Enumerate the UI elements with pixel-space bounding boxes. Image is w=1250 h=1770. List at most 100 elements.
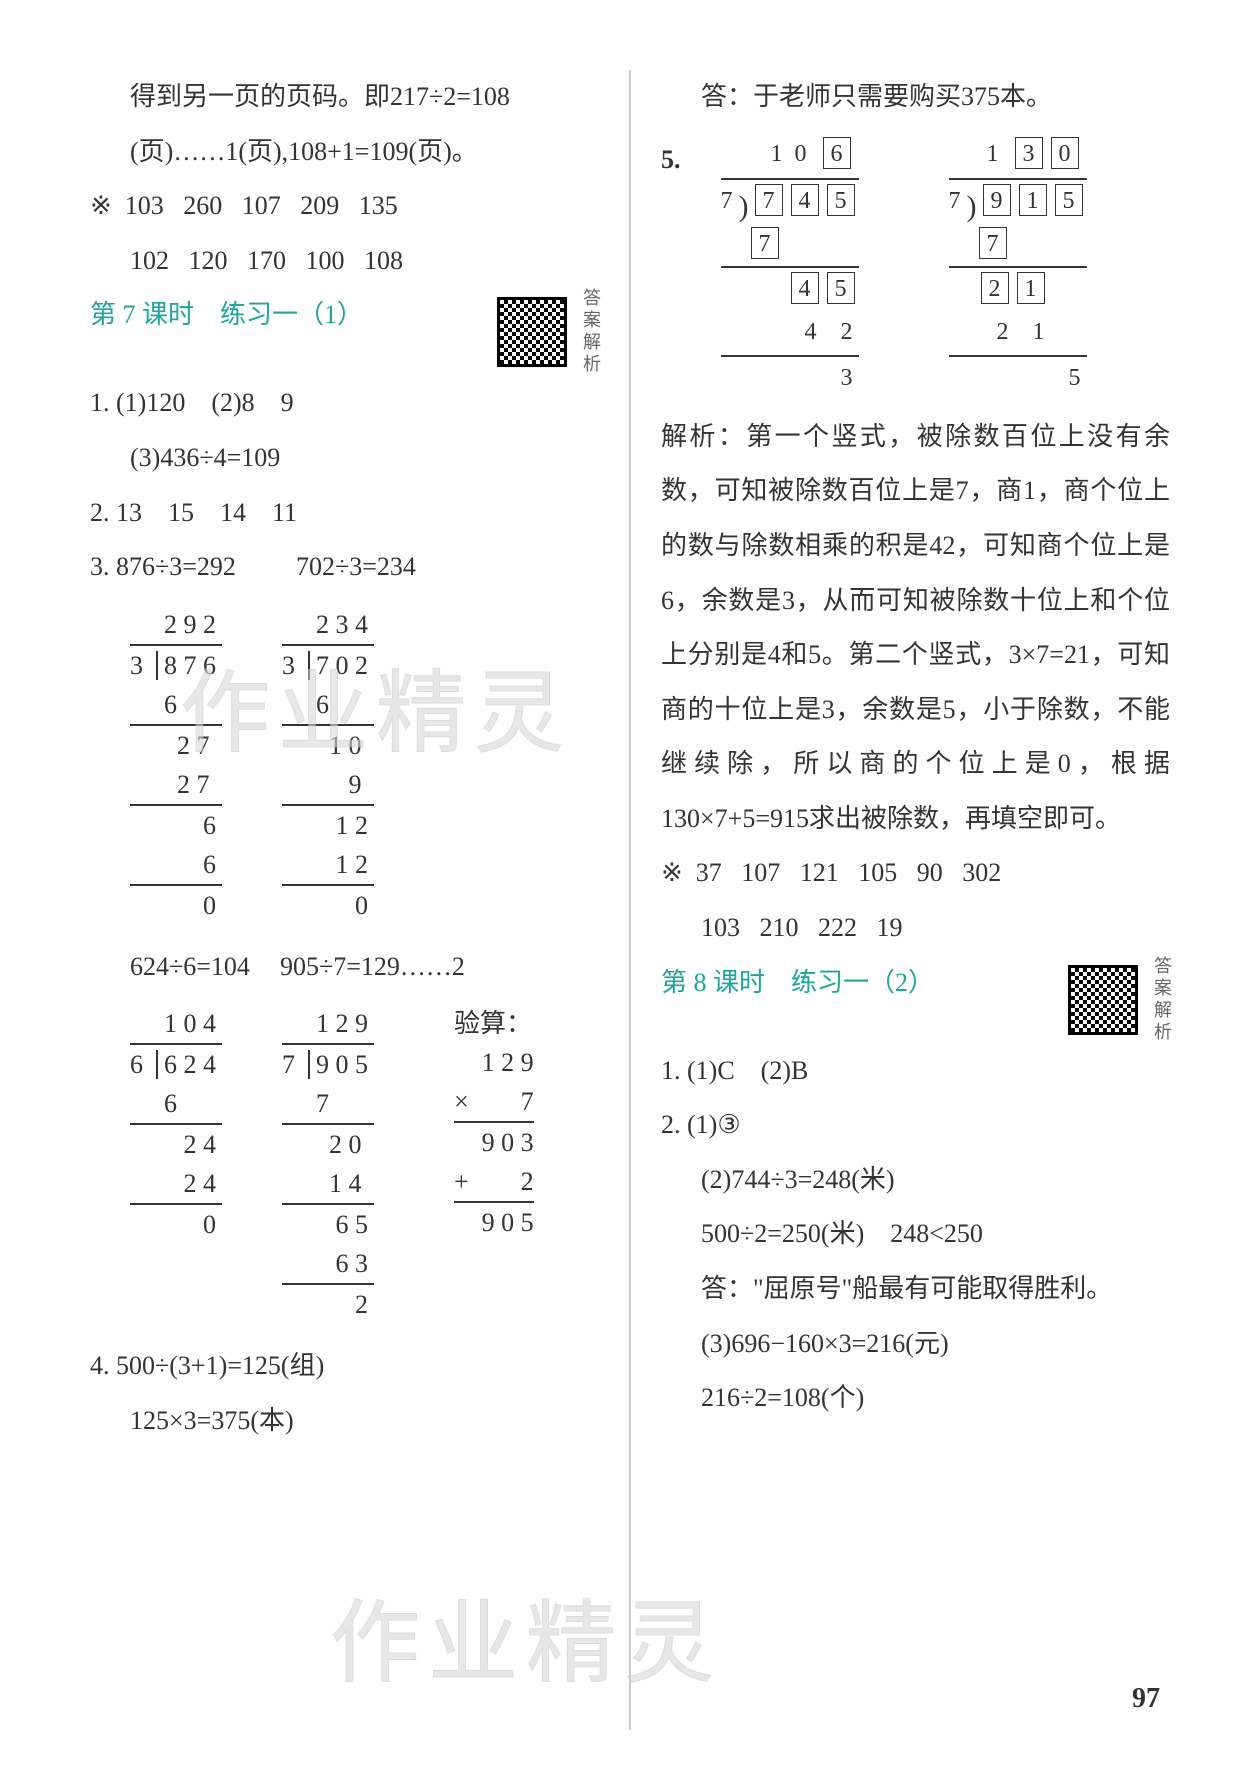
step: 0 (282, 886, 374, 925)
boxed-digit: 5 (827, 184, 855, 216)
div-row: 7 0 2 (282, 646, 374, 685)
analysis: 解析：第一个竖式，被除数百位上没有余数，可知被除数百位上是7，商1，商个位上的数… (661, 410, 1170, 847)
star-list-1: ※ 103 260 107 209 135 (90, 179, 599, 234)
r-q2c: 500÷2=250(米) 248<250 (661, 1207, 1170, 1262)
boxed-digit: 3 (1015, 137, 1043, 169)
longdiv-4: 1 2 9 9 0 5 7 2 0 1 4 6 5 6 3 2 (282, 1004, 374, 1324)
boxed-digit: 4 (791, 272, 819, 304)
r-q2f: 216÷2=108(个) (661, 1371, 1170, 1426)
q4b: 125×3=375(本) (90, 1394, 599, 1449)
step: 2 4 (130, 1125, 222, 1164)
verify-r2: 9 0 5 (454, 1203, 534, 1242)
quotient: 1 0 4 (130, 1004, 222, 1045)
star-list-3: ※ 37 107 121 105 90 302 (661, 846, 1170, 901)
star-list-4: 103 210 222 19 (661, 901, 1170, 956)
dividend: 9 0 5 (308, 1050, 374, 1079)
step: 3 (721, 357, 859, 400)
q2: 2. 13 15 14 11 (90, 486, 599, 541)
left-column: 得到另一页的页码。即217÷2=108 (页)……1(页),108+1=109(… (90, 70, 631, 1730)
r-q2e: (3)696−160×3=216(元) (661, 1317, 1170, 1372)
page-number: 97 (1132, 1683, 1160, 1715)
qr-code-icon (497, 297, 567, 367)
boxed-digit: 7 (979, 227, 1007, 259)
q3c: 624÷6=104 (130, 940, 250, 995)
boxed-digit: 4 (791, 184, 819, 216)
longdiv-5: 1 0 6 7 ) 745 7 45 4 2 3 (721, 133, 859, 400)
analysis-text: 第一个竖式，被除数百位上没有余数，可知被除数百位上是7，商1，商个位上的数与除数… (661, 422, 1170, 833)
q1: 1. (1)120 (2)8 9 (90, 376, 599, 431)
q4a: 4. 500÷(3+1)=125(组) (90, 1339, 599, 1394)
q3a: 3. 876÷3=292 (90, 540, 236, 595)
longdiv-pair-1: 2 9 2 8 7 6 6 2 7 2 7 6 6 0 2 3 4 7 0 2 … (130, 605, 599, 925)
step: 6 (130, 1084, 222, 1125)
num: 209 (300, 191, 339, 220)
num: 100 (306, 246, 345, 275)
dividend: 6 2 4 (156, 1050, 222, 1079)
num: 210 (760, 913, 799, 942)
longdiv-pair-2: 1 0 4 6 2 4 6 2 4 2 4 0 1 2 9 9 0 5 7 2 … (130, 1004, 599, 1324)
step: 4 2 (721, 311, 859, 356)
quotient: 1 0 6 (721, 133, 859, 180)
q3d: 905÷7=129……2 (280, 940, 465, 995)
qr-label: 答案解析 (1142, 956, 1180, 1044)
num: 222 (818, 913, 857, 942)
verify-label: 验算： (454, 1004, 534, 1043)
step: 2 4 (130, 1164, 222, 1205)
step: 1 4 (282, 1164, 374, 1205)
r-q2d: 答："屈原号"船最有可能取得胜利。 (661, 1262, 1170, 1317)
num: 260 (183, 191, 222, 220)
boxed-digit: 7 (751, 227, 779, 259)
step: 6 (282, 685, 374, 726)
num: 107 (741, 858, 780, 887)
quotient: 1 2 9 (282, 1004, 374, 1045)
paren-icon: ) (739, 180, 749, 234)
div-row: 7 ) 745 (721, 180, 859, 223)
divisor: 7 (721, 180, 733, 223)
step: 21 (949, 268, 1087, 311)
num: 103 (125, 191, 164, 220)
verify-a: 1 2 9 (454, 1043, 534, 1082)
boxed-digit: 1 (1017, 272, 1045, 304)
step: 6 3 (282, 1244, 374, 1285)
boxed-digit: 2 (981, 272, 1009, 304)
right-column: 答：于老师只需要购买375本。 5. 1 0 6 7 ) 745 7 45 4 … (631, 70, 1170, 1730)
boxed-digit: 5 (1055, 184, 1083, 216)
digit: 0 (795, 141, 807, 167)
q3b: 702÷3=234 (296, 540, 416, 595)
num: 102 (130, 246, 169, 275)
longdiv-3: 1 0 4 6 2 4 6 2 4 2 4 0 (130, 1004, 222, 1324)
section-8-header: 第 8 课时 练习一（2） 答案解析 (661, 956, 1170, 1044)
section-8-title: 第 8 课时 练习一（2） (661, 956, 934, 1011)
r-q1: 1. (1)C (2)B (661, 1044, 1170, 1099)
section-7-title: 第 7 课时 练习一（1） (90, 288, 363, 343)
step: 6 5 (282, 1205, 374, 1244)
qr-block-2: 答案解析 (1068, 956, 1180, 1044)
num: 108 (364, 246, 403, 275)
step: 45 (721, 268, 859, 311)
step: 1 2 (282, 806, 374, 845)
div-row: 8 7 6 (130, 646, 222, 685)
num: 90 (917, 858, 943, 887)
step: 2 0 (282, 1125, 374, 1164)
dividend: 8 7 6 (156, 651, 222, 680)
digit: 1 (771, 141, 783, 167)
page-columns: 得到另一页的页码。即217÷2=108 (页)……1(页),108+1=109(… (90, 70, 1170, 1730)
step: 6 (130, 806, 222, 845)
num: 120 (189, 246, 228, 275)
longdiv-6: 1 30 7 ) 915 7 21 2 1 5 (949, 133, 1087, 400)
step: 5 (949, 357, 1087, 400)
verify-op1: × 7 (454, 1082, 534, 1123)
boxed-digit: 5 (827, 272, 855, 304)
step: 6 (130, 845, 222, 886)
num: 19 (877, 913, 903, 942)
step: 0 (130, 886, 222, 925)
step: 2 7 (130, 765, 222, 806)
step: 2 (282, 1285, 374, 1324)
r-q2b: (2)744÷3=248(米) (661, 1153, 1170, 1208)
boxed-digit: 6 (823, 137, 851, 169)
div-row: 7 ) 915 (949, 180, 1087, 223)
intro-line-1: 得到另一页的页码。即217÷2=108 (90, 70, 599, 125)
q3-row: 3. 876÷3=292 702÷3=234 (90, 540, 599, 595)
quotient: 1 30 (949, 133, 1087, 180)
num: 37 (696, 858, 722, 887)
